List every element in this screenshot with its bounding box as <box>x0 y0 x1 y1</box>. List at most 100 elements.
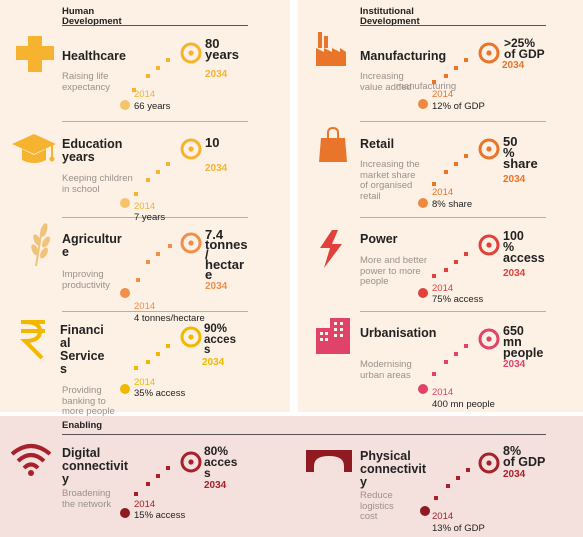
item-physical-connectivity: Physical connectivit y Reduce logistics … <box>298 436 583 536</box>
item-description: Improving productivity <box>62 269 111 291</box>
item-description: Keeping children in school <box>62 173 133 195</box>
baseline-value: 8% share <box>432 199 473 210</box>
baseline-year: 2014 <box>134 301 156 312</box>
target-icon <box>478 138 500 160</box>
target-value: 80% acces s <box>204 444 238 480</box>
target-icon <box>478 452 500 474</box>
medical-cross-icon <box>14 32 58 76</box>
target-year: 2034 <box>202 357 225 368</box>
item-digital-connectivity: Digital connectivit y Broadening the net… <box>0 436 290 536</box>
item-description-overlap: manufacturing <box>396 81 457 92</box>
item-name: Power <box>360 232 398 246</box>
target-value: 100 % access <box>503 229 545 265</box>
target-value: 650 mn people <box>503 324 544 360</box>
item-name: Education years <box>62 137 123 164</box>
row-divider <box>62 311 248 312</box>
row-divider <box>360 311 546 312</box>
item-name: Digital connectivit y <box>62 446 128 486</box>
baseline-dot <box>120 288 130 298</box>
baseline-year: 2014 <box>432 283 454 294</box>
baseline-dot <box>420 506 430 516</box>
target-icon <box>478 328 500 350</box>
baseline-year: 2014 <box>432 89 454 100</box>
item-retail: Retail Increasing the market share of or… <box>298 126 583 226</box>
factory-icon <box>316 30 346 74</box>
target-icon <box>478 42 500 64</box>
target-year: 2034 <box>205 69 228 80</box>
section-title-institutional: Institutional Development <box>360 6 420 27</box>
target-icon <box>180 42 202 64</box>
section-rule <box>62 434 546 435</box>
baseline-dot <box>418 288 428 298</box>
item-agriculture: Agricultur e Improving productivity 7.4 … <box>0 222 290 324</box>
section-title-enabling: Enabling <box>62 420 103 431</box>
shopping-bag-icon <box>318 126 348 170</box>
row-divider <box>62 217 248 218</box>
target-value: 8% of GDP <box>503 444 546 469</box>
rupee-icon <box>18 318 48 362</box>
baseline-year: 2014 <box>134 201 156 212</box>
item-description: Modernising urban areas <box>360 359 412 381</box>
item-description: Broadening the network <box>62 488 112 510</box>
item-description: Increasing the market share of organised… <box>360 159 420 202</box>
enabling-panel <box>0 416 583 537</box>
item-description: More and better power to more people <box>360 255 428 287</box>
lightning-icon <box>316 228 346 272</box>
target-year: 2034 <box>503 268 526 279</box>
target-icon <box>478 234 500 256</box>
target-value: 90% acces s <box>204 323 236 356</box>
target-year: 2034 <box>205 281 228 292</box>
wheat-icon <box>28 222 52 266</box>
baseline-dot <box>418 99 428 109</box>
section-rule <box>360 25 546 26</box>
baseline-value: 4 tonnes/hectare <box>134 313 205 324</box>
target-year: 2034 <box>503 174 526 185</box>
item-manufacturing: Manufacturing Increasing value added man… <box>298 30 583 130</box>
baseline-value: 75% access <box>432 294 484 305</box>
baseline-dot <box>120 384 130 394</box>
target-icon <box>180 232 202 254</box>
target-value: 50 % share <box>503 134 538 171</box>
item-name: Financi al Service s <box>60 323 105 376</box>
baseline-year: 2014 <box>432 187 454 198</box>
item-power: Power More and better power to more peop… <box>298 222 583 322</box>
target-year: 2034 <box>204 480 227 491</box>
item-name: Urbanisation <box>360 326 437 340</box>
graduation-cap-icon <box>10 130 58 174</box>
target-icon <box>180 138 202 160</box>
baseline-value: 35% access <box>134 388 186 399</box>
item-name: Agricultur e <box>62 232 122 259</box>
row-divider <box>360 121 546 122</box>
item-name: Manufacturing <box>360 49 447 63</box>
baseline-value: 13% of GDP <box>432 523 485 534</box>
baseline-value: 15% access <box>134 510 186 521</box>
human-development-panel <box>0 0 290 412</box>
target-icon <box>180 326 202 348</box>
item-description: Providing banking to more people <box>62 385 115 417</box>
target-value: 80 years <box>205 36 239 62</box>
row-divider <box>360 217 546 218</box>
baseline-year: 2014 <box>134 499 156 510</box>
item-name: Healthcare <box>62 49 126 63</box>
baseline-year: 2014 <box>432 511 454 522</box>
baseline-value: 400 mn people <box>432 399 495 410</box>
target-year: 2034 <box>503 469 526 480</box>
baseline-year: 2014 <box>134 377 156 388</box>
target-value: >25% of GDP <box>504 36 545 61</box>
target-value: 7.4 tonnes / hectar e <box>205 227 248 282</box>
item-healthcare: Healthcare Raising life expectancy 80 ye… <box>0 30 290 130</box>
item-urbanisation: Urbanisation Modernising urban areas 650… <box>298 316 583 416</box>
baseline-dot <box>418 198 428 208</box>
item-education: Education years Keeping children in scho… <box>0 126 290 226</box>
section-title-human: Human Development <box>62 6 122 27</box>
baseline-value: 7 years <box>134 212 166 223</box>
baseline-dot <box>120 508 130 518</box>
bridge-icon <box>306 450 352 472</box>
item-description: Reduce logistics cost <box>360 490 394 522</box>
baseline-dot <box>120 198 130 208</box>
row-divider <box>62 121 248 122</box>
target-year: 2034 <box>503 359 526 370</box>
wifi-icon <box>10 440 52 484</box>
baseline-year: 2014 <box>134 89 156 100</box>
target-icon <box>180 451 202 473</box>
